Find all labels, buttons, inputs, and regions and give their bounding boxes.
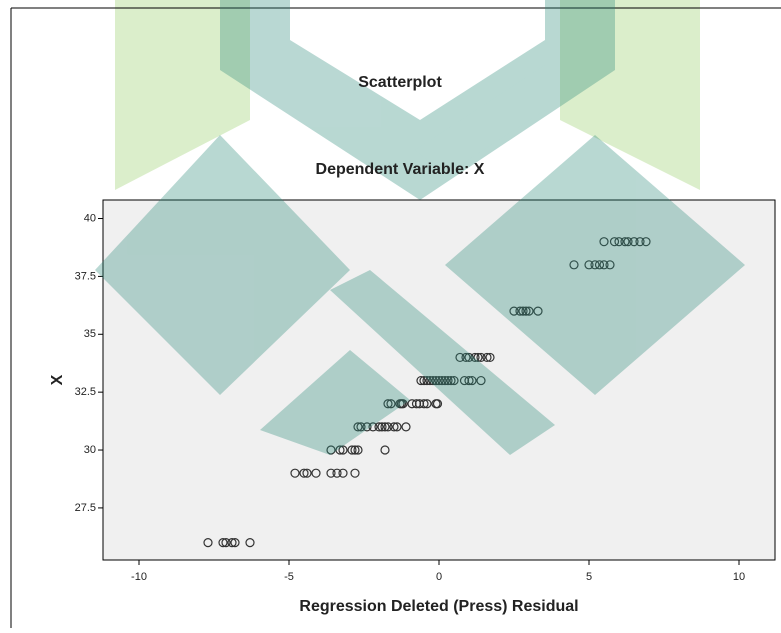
y-tick-label: 32.5 [75, 386, 96, 398]
x-tick-label: 5 [586, 571, 592, 583]
y-tick-label: 37.5 [75, 270, 96, 282]
x-axis-label: Regression Deleted (Press) Residual [299, 598, 578, 615]
x-tick-label: 0 [436, 571, 442, 583]
x-tick-label: 10 [733, 571, 745, 583]
x-tick-label: -10 [131, 571, 147, 583]
y-tick-label: 35 [84, 328, 96, 340]
chart-subtitle: Dependent Variable: X [316, 161, 485, 178]
chart: 27.53032.53537.540-10-50510 Scatterplot … [0, 0, 781, 628]
x-tick-label: -5 [284, 571, 294, 583]
y-tick-label: 30 [84, 444, 96, 456]
y-tick-label: 40 [84, 212, 96, 224]
y-tick-label: 27.5 [75, 502, 96, 514]
y-axis-label: X [49, 374, 66, 385]
chart-title: Scatterplot [358, 74, 442, 91]
